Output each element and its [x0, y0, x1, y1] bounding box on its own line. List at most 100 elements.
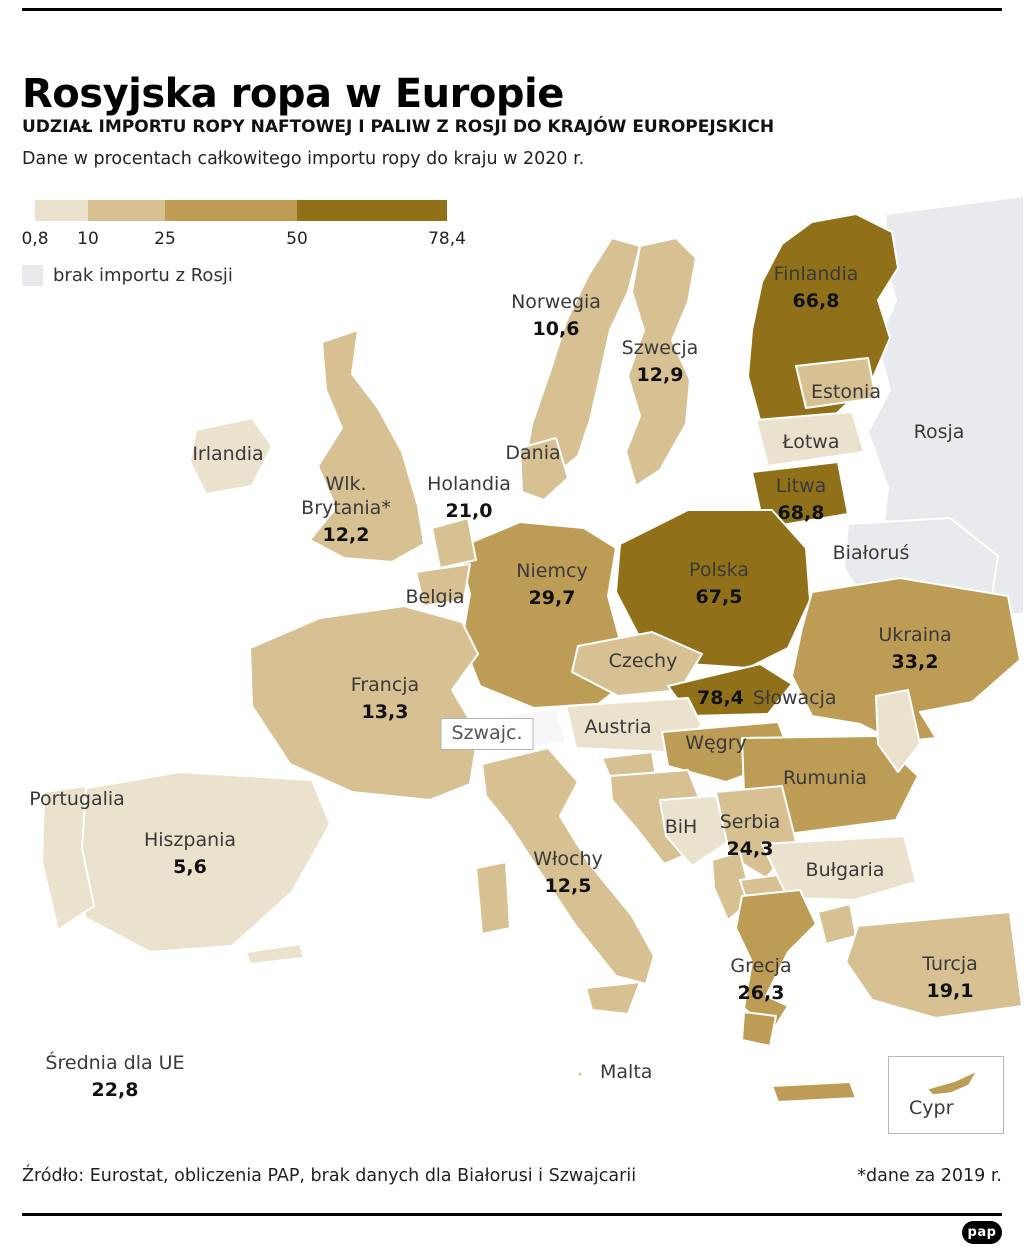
- malta-island-dot: [576, 1070, 584, 1078]
- country-value: 24,3: [726, 837, 774, 860]
- country-name: Polska: [689, 559, 749, 581]
- label-bulgaria: Bułgaria: [806, 859, 885, 883]
- country-shape-ukraina: [791, 577, 1021, 743]
- country-shape-holandia: [431, 517, 477, 569]
- country-shape-turcja-tracja: [817, 903, 857, 945]
- scale-segment-1: [35, 200, 88, 221]
- country-name: Cypr: [909, 1097, 954, 1119]
- country-name: Finlandia: [773, 263, 859, 285]
- country-name: Holandia: [427, 473, 511, 495]
- page-title: Rosyjska ropa w Europie: [22, 70, 564, 117]
- country-value: 26,3: [737, 981, 785, 1004]
- country-name: Szwajc.: [440, 718, 534, 750]
- country-value: 68,8: [777, 501, 825, 524]
- label-hiszpania: Hiszpania 5,6: [144, 829, 236, 878]
- scale-segment-2: [88, 200, 165, 221]
- country-shape-baleary: [245, 943, 305, 965]
- label-szwajcaria: Szwajc.: [440, 718, 534, 750]
- country-shape-sycylia: [585, 981, 641, 1015]
- country-name: Białoruś: [832, 542, 910, 564]
- label-grecja: Grecja 26,3: [730, 955, 791, 1004]
- scale-tick-50: 50: [286, 229, 308, 249]
- label-litwa: Litwa 68,8: [776, 475, 827, 524]
- country-shape-wlk-brytania: [309, 329, 425, 563]
- no-import-label: brak importu z Rosji: [53, 265, 233, 286]
- top-rule: [22, 8, 1002, 11]
- label-francja: Francja 13,3: [351, 674, 419, 723]
- country-name: Austria: [584, 716, 652, 738]
- country-value: 13,3: [361, 700, 409, 723]
- label-irlandia: Irlandia: [192, 443, 263, 467]
- pap-logo: pap: [962, 1221, 1002, 1244]
- country-name: BiH: [664, 816, 698, 838]
- footnote-2019: *dane za 2019 r.: [857, 1166, 1002, 1186]
- country-shape-lotwa: [755, 411, 865, 467]
- country-value: 12,5: [544, 874, 592, 897]
- country-name: Węgry: [685, 732, 747, 754]
- eu-average-label: Średnia dla UE: [45, 1052, 185, 1074]
- country-name: Portugalia: [29, 788, 125, 810]
- cyprus-inset-box: Cypr: [888, 1056, 1004, 1134]
- country-value: 10,6: [532, 317, 580, 340]
- country-name: Wlk.: [325, 473, 367, 495]
- country-value: 19,1: [926, 979, 974, 1002]
- label-austria: Austria: [584, 716, 651, 740]
- label-wlochy: Włochy 12,5: [533, 848, 603, 897]
- country-name: Łotwa: [782, 431, 840, 453]
- country-name-line2: Brytania*: [301, 496, 391, 519]
- country-name: Słowacja: [752, 687, 837, 709]
- country-name: Hiszpania: [143, 829, 237, 851]
- label-malta: Malta: [600, 1061, 652, 1085]
- cyprus-shape-svg: [925, 1069, 979, 1096]
- country-shape-turcja: [845, 911, 1023, 1019]
- country-name: Litwa: [775, 475, 827, 497]
- label-bialorus: Białoruś: [833, 542, 910, 566]
- label-serbia: Serbia 24,3: [720, 811, 781, 860]
- country-shape-cypr: [925, 1069, 979, 1096]
- label-rosja: Rosja: [914, 421, 965, 445]
- country-shape-kreta: [771, 1081, 857, 1103]
- country-value: 21,0: [445, 499, 493, 522]
- scale-segment-3: [165, 200, 297, 221]
- source-note: Źródło: Eurostat, obliczenia PAP, brak d…: [22, 1166, 637, 1186]
- label-bih: BiH: [665, 816, 698, 840]
- country-shape-peloponez: [741, 1011, 777, 1047]
- country-value: 29,7: [528, 586, 576, 609]
- eu-average-value: 22,8: [91, 1078, 139, 1101]
- country-name: Norwegia: [511, 291, 601, 313]
- country-name: Turcja: [922, 953, 978, 975]
- label-czechy: Czechy: [609, 650, 678, 674]
- country-name: Grecja: [730, 955, 792, 977]
- country-name: Malta: [600, 1061, 653, 1083]
- country-shape-portugalia: [41, 785, 95, 931]
- country-name: Niemcy: [516, 560, 588, 582]
- country-value: 12,2: [322, 523, 370, 546]
- label-wegry: Węgry: [685, 732, 747, 756]
- label-lotwa: Łotwa: [783, 431, 840, 455]
- label-portugalia: Portugalia: [29, 788, 125, 812]
- scale-tick-max: 78,4: [428, 229, 466, 249]
- country-shape-polska: [615, 509, 811, 669]
- country-name: Czechy: [608, 650, 678, 672]
- country-shape-grecja: [735, 889, 817, 1033]
- country-name: Włochy: [533, 848, 603, 870]
- label-norwegia: Norwegia 10,6: [511, 291, 601, 340]
- label-finlandia: Finlandia 66,8: [774, 263, 859, 312]
- label-slowacja: 78,4 Słowacja: [697, 687, 837, 711]
- country-shape-wlochy: [481, 747, 655, 985]
- label-turcja: Turcja 19,1: [922, 953, 978, 1002]
- label-ukraina: Ukraina 33,2: [878, 624, 951, 673]
- country-value: 5,6: [173, 855, 207, 878]
- no-import-legend: brak importu z Rosji: [22, 265, 233, 286]
- country-shape-irlandia: [189, 417, 273, 495]
- country-shape-estonia: [795, 357, 877, 409]
- no-import-swatch: [22, 265, 43, 286]
- label-belgia: Belgia: [406, 586, 465, 610]
- label-szwecja: Szwecja 12,9: [622, 337, 699, 386]
- page-description: Dane w procentach całkowitego importu ro…: [22, 149, 585, 169]
- label-dania: Dania: [505, 442, 560, 466]
- country-shape-belgia: [415, 563, 471, 607]
- country-value: 66,8: [792, 289, 840, 312]
- label-estonia: Estonia: [811, 381, 881, 405]
